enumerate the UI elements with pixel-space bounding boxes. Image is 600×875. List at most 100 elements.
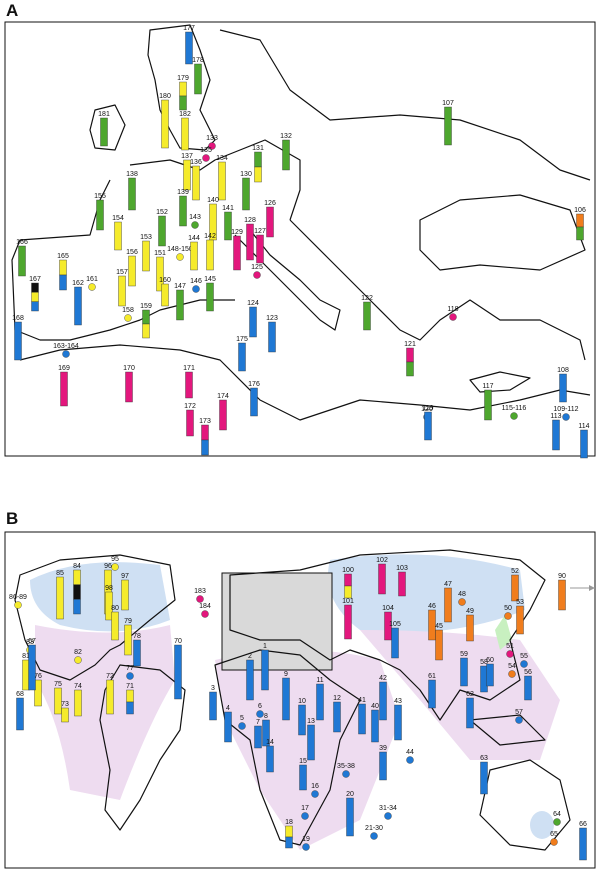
- site-bar-segment: [233, 235, 241, 271]
- site-dot: [302, 843, 310, 851]
- site-bar-segment: [142, 323, 150, 339]
- site-label: 84: [73, 563, 81, 570]
- site-label: 102: [376, 557, 388, 564]
- site-dot: [562, 413, 570, 421]
- site-label: 72: [106, 673, 114, 680]
- site-bar-segment: [580, 429, 588, 459]
- site-dot: [208, 142, 216, 150]
- site-bar-segment: [114, 221, 122, 251]
- site-label: 140: [207, 197, 219, 204]
- site-bar-segment: [105, 591, 113, 621]
- site-label: 163-164: [53, 343, 79, 350]
- site-label: 47: [444, 581, 452, 588]
- site-label: 70: [174, 638, 182, 645]
- site-label: 168: [12, 315, 24, 322]
- site-bar-segment: [558, 579, 566, 611]
- site-label: 40: [371, 703, 379, 710]
- site-bar-segment: [124, 624, 132, 656]
- site-bar-segment: [100, 117, 108, 147]
- site-dot: [458, 598, 466, 606]
- site-label: 10: [298, 698, 306, 705]
- site-dot: [238, 722, 246, 730]
- site-label: 98: [105, 585, 113, 592]
- site-label: 156: [126, 249, 138, 256]
- site-bar-segment: [14, 321, 22, 361]
- site-bar-segment: [391, 627, 399, 659]
- site-label: 41: [358, 697, 366, 704]
- site-label: 115-116: [502, 405, 527, 412]
- site-dot: [126, 672, 134, 680]
- site-label: 108: [557, 367, 569, 374]
- site-label: 79: [124, 618, 132, 625]
- site-bar-segment: [444, 587, 452, 623]
- site-bar-segment: [186, 409, 194, 437]
- site-bar-segment: [486, 663, 494, 687]
- site-label: 179: [177, 75, 189, 82]
- site-bar-segment: [201, 439, 209, 456]
- site-dot: [124, 314, 132, 322]
- site-bar-segment: [54, 687, 62, 715]
- site-bar-segment: [282, 677, 290, 721]
- site-bar-segment: [428, 609, 436, 641]
- site-label: 181: [98, 111, 110, 118]
- site-bar-segment: [126, 689, 134, 703]
- site-bar-segment: [428, 679, 436, 709]
- site-label: 118: [447, 306, 458, 313]
- site-label: 159: [140, 303, 152, 310]
- site-label: 120: [421, 406, 433, 413]
- site-bar-segment: [34, 679, 42, 707]
- site-label: 4: [226, 705, 230, 712]
- site-label: 11: [316, 677, 323, 684]
- site-bar-segment: [73, 599, 81, 615]
- site-dot: [196, 595, 204, 603]
- site-bar-segment: [121, 579, 129, 611]
- site-label: 133: [206, 135, 218, 142]
- site-label: 96: [104, 563, 112, 570]
- site-bar-segment: [219, 399, 227, 431]
- site-label: 178: [192, 57, 204, 64]
- coastline: [11, 24, 591, 421]
- site-bar-segment: [246, 659, 254, 701]
- site-bar-segment: [133, 639, 141, 667]
- site-dot: [311, 790, 319, 798]
- site-label: 20: [346, 791, 354, 798]
- site-label: 119: [422, 405, 433, 412]
- site-label: 75: [54, 681, 62, 688]
- site-label: 136: [190, 159, 202, 166]
- site-bar-segment: [185, 371, 193, 399]
- site-label: 77: [126, 665, 134, 672]
- site-bar-segment: [371, 709, 379, 743]
- site-label: 95: [111, 556, 119, 563]
- site-label: 73: [61, 701, 69, 708]
- site-dot: [14, 601, 22, 609]
- site-bar-segment: [333, 701, 341, 733]
- site-dot: [111, 563, 119, 571]
- site-label: 167: [29, 276, 41, 283]
- site-bar-segment: [16, 697, 24, 731]
- site-label: 158: [122, 307, 134, 314]
- site-bar-segment: [161, 283, 169, 307]
- site-bar-segment: [179, 81, 187, 97]
- site-bar-segment: [379, 751, 387, 781]
- site-label: 14: [266, 739, 274, 746]
- site-label: 12: [333, 695, 341, 702]
- site-bar-segment: [179, 95, 187, 111]
- site-bar-segment: [460, 657, 468, 687]
- site-bar-segment: [466, 614, 474, 642]
- site-bar-segment: [192, 165, 200, 201]
- site-bar-segment: [511, 574, 519, 602]
- site-bar-segment: [142, 240, 150, 272]
- site-label: 174: [217, 393, 229, 400]
- site-bar-segment: [179, 195, 187, 227]
- panel-label: B: [6, 509, 18, 528]
- site-bar-segment: [256, 234, 264, 264]
- site-label: 66: [579, 821, 587, 828]
- site-label: 18: [285, 819, 293, 826]
- site-label: 61: [428, 673, 436, 680]
- site-dot: [515, 716, 523, 724]
- site-label: 180: [159, 93, 171, 100]
- site-bar-segment: [28, 644, 36, 691]
- site-bar-segment: [261, 649, 269, 691]
- panel-frame: [4, 21, 596, 457]
